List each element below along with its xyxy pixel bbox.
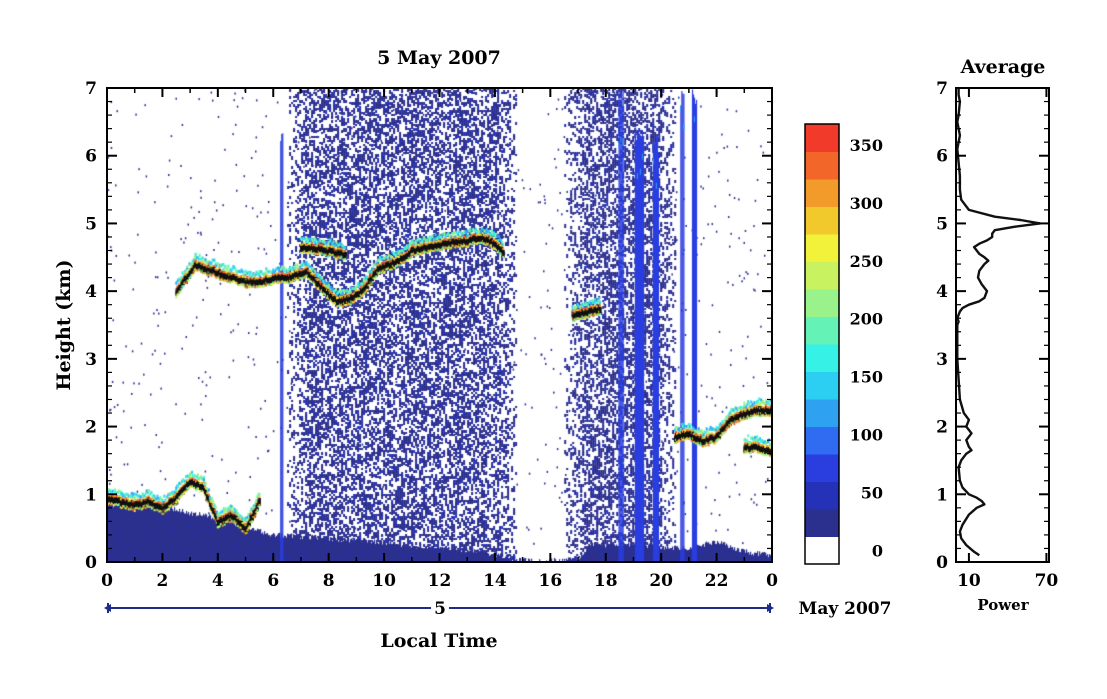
colorbar-tick-label: 250 xyxy=(850,252,883,271)
colorbar-tick-label: 100 xyxy=(850,425,883,444)
colorbar-tick-label: 0 xyxy=(872,541,883,560)
date-axis: 5 May 2007 xyxy=(104,597,891,619)
average-profile-plot: 0 1 2 3 4 5 6 7 10 70 xyxy=(936,79,1058,591)
colorbar-cell xyxy=(805,399,839,427)
colorbar-tick-label: 300 xyxy=(850,194,883,213)
y-tick-label: 3 xyxy=(85,350,97,370)
y-axis-label: Height (km) xyxy=(53,260,75,391)
x-tick-label: 18 xyxy=(594,571,618,591)
colorbar: 0 50 100 150 200 250 300 350 xyxy=(804,123,883,565)
colorbar-cell xyxy=(805,179,839,207)
y-tick-label: 2 xyxy=(85,418,97,438)
heatmap-x-ticks: 0 2 4 6 8 10 12 14 16 18 20 22 0 xyxy=(101,88,778,591)
x-tick-label: 20 xyxy=(649,571,673,591)
x-tick-label: 14 xyxy=(483,571,507,591)
x-tick-label: 4 xyxy=(212,571,224,591)
x-tick-label: 0 xyxy=(101,571,113,591)
colorbar-cell xyxy=(805,234,839,262)
profile-y-tick-label: 5 xyxy=(936,214,948,234)
profile-background xyxy=(956,88,1049,562)
colorbar-cell xyxy=(805,261,839,290)
y-tick-label: 6 xyxy=(85,147,97,167)
profile-y-tick-label: 6 xyxy=(936,147,948,167)
x-tick-label: 22 xyxy=(705,571,729,591)
colorbar-cell xyxy=(805,206,839,235)
y-tick-label: 7 xyxy=(85,79,97,99)
profile-y-tick-label: 2 xyxy=(936,418,948,438)
x-tick-label: 6 xyxy=(267,571,279,591)
colorbar-cell xyxy=(805,426,839,455)
profile-frame xyxy=(955,87,1050,563)
profile-x-tick-label: 70 xyxy=(1035,571,1059,591)
colorbar-cell xyxy=(805,344,839,372)
colorbar-cell xyxy=(805,124,839,152)
colorbar-cell xyxy=(805,371,839,400)
y-tick-label: 1 xyxy=(85,485,97,505)
y-tick-label: 5 xyxy=(85,214,97,234)
colorbar-tick-labels: 0 50 100 150 200 250 300 350 xyxy=(850,136,883,560)
profile-y-tick-label: 1 xyxy=(936,485,948,505)
colorbar-cell xyxy=(805,536,839,565)
profile-y-tick-label: 3 xyxy=(936,350,948,370)
colorbar-cell xyxy=(805,509,839,537)
colorbar-frame xyxy=(804,123,840,565)
profile-title: Average xyxy=(960,56,1046,78)
date-month-label: May 2007 xyxy=(799,599,892,619)
colorbar-cells xyxy=(805,124,839,565)
colorbar-cell xyxy=(805,481,839,510)
colorbar-cell xyxy=(805,454,839,482)
x-axis-label: Local Time xyxy=(380,630,497,652)
colorbar-tick-label: 200 xyxy=(850,310,883,329)
y-tick-label: 4 xyxy=(85,282,97,302)
profile-x-label: Power xyxy=(977,596,1029,614)
date-label-bg xyxy=(431,597,449,617)
heatmap-y-ticks: 0 1 2 3 4 5 6 7 xyxy=(85,79,772,573)
chart-title: 5 May 2007 xyxy=(377,47,501,69)
x-tick-label: 0 xyxy=(766,571,778,591)
profile-x-tick-label: 10 xyxy=(957,571,981,591)
x-tick-label: 16 xyxy=(538,571,562,591)
colorbar-cell xyxy=(805,289,839,317)
colorbar-cell xyxy=(805,151,839,180)
profile-x-ticks: 10 70 xyxy=(957,88,1058,591)
colorbar-tick-label: 350 xyxy=(850,136,883,155)
colorbar-cell xyxy=(805,316,839,345)
x-tick-label: 10 xyxy=(372,571,396,591)
colorbar-tick-label: 150 xyxy=(850,368,883,387)
profile-y-tick-label: 0 xyxy=(936,553,948,573)
y-tick-label: 0 xyxy=(85,553,97,573)
x-tick-label: 12 xyxy=(428,571,452,591)
x-tick-label: 2 xyxy=(156,571,168,591)
heatmap-raster xyxy=(107,88,772,562)
x-tick-label: 8 xyxy=(323,571,335,591)
colorbar-tick-label: 50 xyxy=(861,483,883,502)
date-day-label: 5 xyxy=(434,599,446,619)
profile-y-tick-label: 7 xyxy=(936,79,948,99)
profile-y-tick-label: 4 xyxy=(936,282,948,302)
